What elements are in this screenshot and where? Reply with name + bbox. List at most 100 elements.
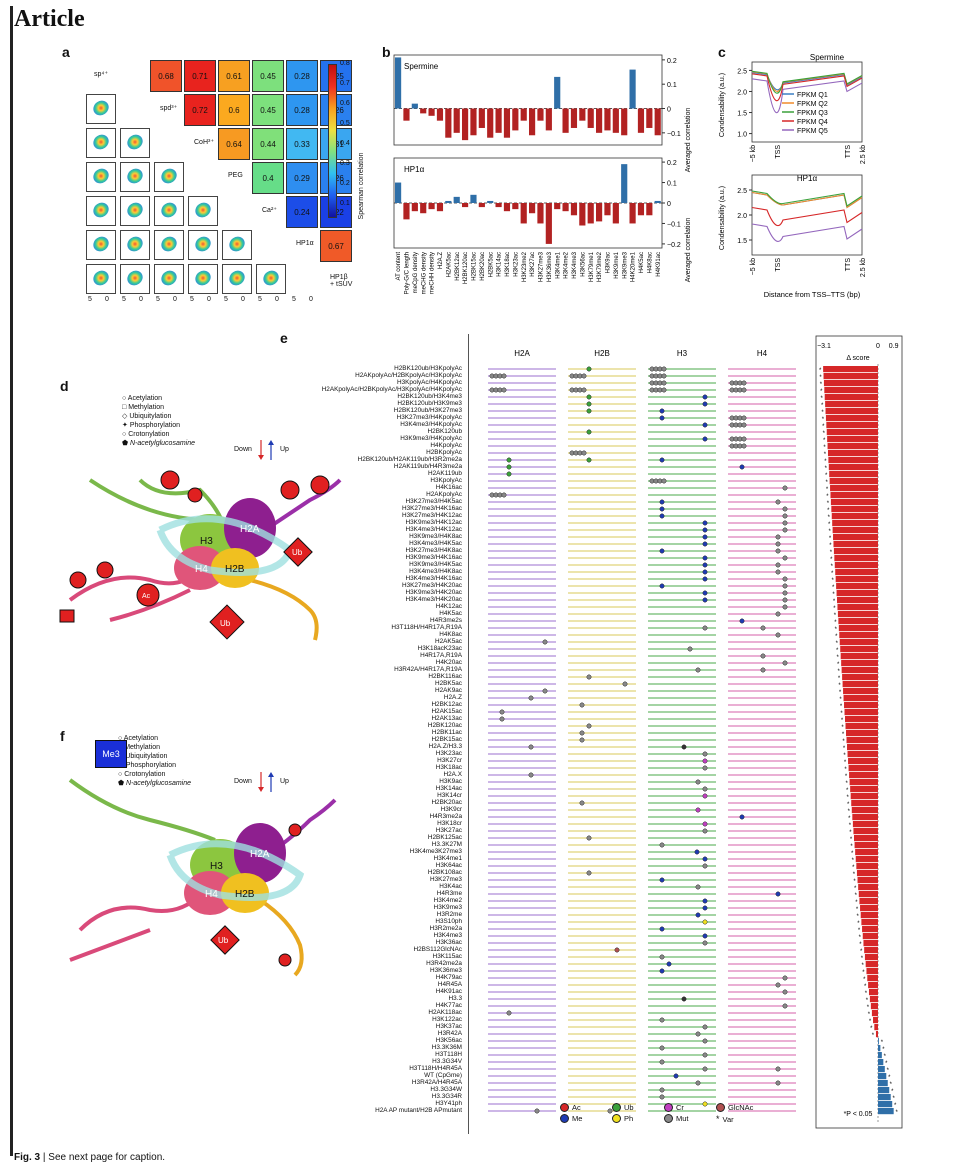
score-bar: [869, 996, 878, 1003]
e-row-label: H2BK15ac: [431, 736, 462, 743]
e-legend-label: GlcNAc: [728, 1103, 754, 1112]
hp1a-bar: [445, 200, 452, 203]
e-ptm-dot: [702, 562, 708, 568]
e-column-header: H3: [677, 349, 688, 358]
hp1a-profile-line: [751, 206, 863, 227]
e-ptm-dot: [649, 373, 655, 379]
e-row-label: H3K64ac: [435, 862, 462, 869]
score-bar: [824, 394, 878, 401]
scatter-axis-tick: 0: [173, 296, 177, 303]
score-bar: [859, 898, 878, 905]
e-row-label: H3KpolyAc/H4KpolyAc: [396, 379, 462, 386]
c-top-tick-label: 1.5: [737, 111, 747, 118]
e-ptm-dot: [729, 443, 735, 449]
e-ptm-dot: [702, 1052, 708, 1058]
e-legend-item: Cr: [664, 1103, 684, 1112]
e-ptm-dot: [782, 576, 788, 582]
score-sig-star: *: [823, 445, 826, 451]
c-bottom-tick-label: 2.5: [737, 188, 747, 195]
hp1a-bar: [604, 203, 611, 216]
score-bar: [878, 1038, 879, 1045]
e-column-header: H4: [757, 349, 768, 358]
e-row-label: H2AKpolyAc/H2BKpolyAc/H3KpolyAc: [355, 372, 462, 379]
legend-ubiquitylation: ◇ Ubiquitylation: [122, 413, 172, 420]
e-ptm-dot: [653, 366, 659, 372]
e-legend-label: Cr: [676, 1103, 684, 1112]
e-ptm-dot: [782, 527, 788, 533]
scatter-plot: [120, 128, 150, 158]
score-sig-star: *: [857, 914, 860, 920]
hp1a-bar: [596, 203, 603, 222]
e-legend-label: Var: [722, 1114, 734, 1124]
matrix-row-label: HP1α: [296, 240, 314, 247]
score-bar: [841, 667, 878, 674]
matrix-row-label: spd³⁺: [160, 105, 178, 112]
score-bar: [844, 702, 878, 709]
hp1a-bar: [395, 182, 402, 203]
e-ptm-dot: [657, 373, 663, 379]
e-row-label: H2BK125ac: [427, 834, 462, 841]
e-ptm-dot: [659, 583, 665, 589]
score-bar: [856, 870, 878, 877]
e-row-label: H2AK15ac: [431, 708, 462, 715]
score-bar: [834, 555, 878, 562]
e-row-label: H3K4me1: [433, 855, 462, 862]
score-bar: [858, 891, 878, 898]
e-row-label: H3K4ac: [439, 883, 462, 890]
e-row-label: H3K56ac: [435, 1037, 462, 1044]
score-sig-star: *: [835, 627, 838, 633]
scatter-axis-tick: 0: [105, 296, 109, 303]
score-sig-star: *: [864, 984, 867, 990]
score-bar: [837, 611, 878, 618]
score-sig-star: *: [849, 830, 852, 836]
e-ptm-dot: [702, 1066, 708, 1072]
matrix-row-label: HP1β + tSUV: [330, 274, 353, 288]
score-bar: [875, 1031, 878, 1038]
c-xtick-label: TSS: [775, 258, 782, 272]
e-row-label: H3K27me3/H4K8ac: [405, 547, 462, 554]
e-ptm-dot: [659, 1094, 665, 1100]
scatter-plot: [86, 162, 116, 192]
c-legend-label: FPKM Q3: [797, 110, 828, 117]
hp1a-bar: [570, 203, 578, 216]
e-row-label: H2BK120ub/H2AK119ub/H3R2me2a: [357, 456, 462, 463]
spermine-tick-label: 0: [667, 107, 671, 114]
e-ptm-dot: [737, 422, 743, 428]
scatter-plot: [154, 264, 184, 294]
hp1a-bar: [637, 203, 645, 216]
score-sig-star: *: [885, 1061, 888, 1067]
score-bar: [860, 905, 878, 912]
e-legend-swatch: [612, 1114, 621, 1123]
matrix-row-label: PEG: [228, 172, 243, 179]
e-ptm-dot: [573, 373, 579, 379]
score-sig-star: *: [843, 753, 846, 759]
score-bar: [860, 912, 878, 919]
score-sig-star: *: [831, 578, 834, 584]
spermine-bar: [629, 69, 636, 109]
spermine-bar: [596, 108, 603, 133]
e-row-label: H2BK120ub/H3K9me3: [397, 400, 462, 407]
score-bar: [868, 989, 878, 996]
e-ptm-dot: [586, 429, 592, 435]
c-ylabel-top: Condensability (a.u.): [719, 73, 726, 137]
score-sig-star: *: [845, 781, 848, 787]
b-category-label: AT content: [396, 252, 402, 281]
spermine-frame: [393, 54, 663, 146]
e-ptm-dot: [737, 415, 743, 421]
score-bar: [846, 737, 878, 744]
spermine-bar: [495, 108, 502, 133]
score-bar: [825, 415, 878, 422]
spermine-tick-label: 0.2: [667, 58, 677, 65]
score-bar: [878, 1066, 885, 1073]
e-ptm-dot: [653, 373, 659, 379]
histone-h4-f: H4: [205, 889, 218, 900]
b-category-label: H3K4me1: [555, 251, 561, 278]
spermine-bar: [579, 108, 586, 121]
e-row-label: H4K20ac: [435, 659, 462, 666]
score-label: Δ score: [846, 355, 869, 362]
e-row-label: H2BK120ub/H3K27me3: [393, 407, 462, 414]
c-xtick-label: 2.5 kb: [860, 258, 867, 277]
e-legend-label: Ac: [572, 1103, 581, 1112]
score-bar: [870, 1003, 878, 1010]
e-ptm-dot: [729, 436, 735, 442]
